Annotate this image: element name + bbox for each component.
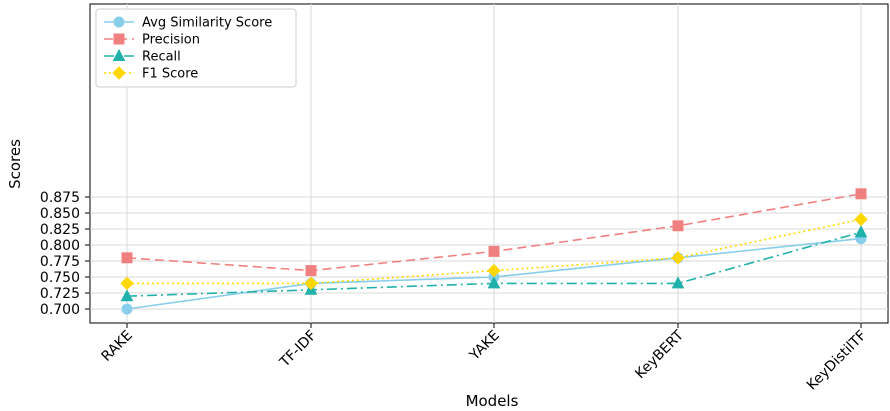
data-point xyxy=(671,276,685,289)
y-tick-label: 0.800 xyxy=(40,238,80,254)
data-point xyxy=(488,245,500,257)
x-tick-label: KeyBERT xyxy=(632,327,687,382)
data-point xyxy=(121,252,133,264)
data-point xyxy=(120,289,134,302)
legend-marker xyxy=(113,16,125,28)
legend-marker xyxy=(112,48,126,61)
y-tick-label: 0.875 xyxy=(40,190,80,206)
legend-marker xyxy=(113,33,125,45)
series-recall xyxy=(120,225,868,302)
series-f1-score xyxy=(120,212,868,291)
x-axis-label: Models xyxy=(466,392,519,410)
y-tick-label: 0.750 xyxy=(40,270,80,286)
data-point xyxy=(121,303,133,315)
data-point xyxy=(854,225,868,238)
legend-label: F1 Score xyxy=(142,67,198,82)
x-tick-label: YAKE xyxy=(466,328,503,365)
data-point xyxy=(304,276,318,291)
legend-label: Recall xyxy=(142,50,181,65)
legend-item: Avg Similarity Score xyxy=(104,16,272,31)
y-tick-label: 0.725 xyxy=(40,286,80,302)
data-point xyxy=(854,212,868,227)
y-tick-label: 0.700 xyxy=(40,302,80,318)
data-point xyxy=(305,265,317,277)
y-tick-label: 0.850 xyxy=(40,206,80,222)
legend-box xyxy=(95,8,297,88)
legend-item: Precision xyxy=(104,33,200,48)
legend-marker xyxy=(112,66,126,80)
legend-label: Precision xyxy=(142,33,200,48)
data-point xyxy=(487,276,501,289)
legend-item: Recall xyxy=(104,48,181,65)
y-axis-label: Scores xyxy=(6,139,24,189)
data-point xyxy=(855,188,867,200)
data-point xyxy=(487,263,501,278)
data-point xyxy=(672,220,684,232)
y-tick-label: 0.775 xyxy=(40,254,80,270)
legend: Avg Similarity Score Precision Recall F1 Sc… xyxy=(95,8,297,88)
series-precision xyxy=(121,188,867,277)
data-point xyxy=(671,251,685,265)
y-tick-label: 0.825 xyxy=(40,222,80,238)
x-tick-label: TF-IDF xyxy=(276,328,320,372)
x-tick-label: KeyDistilTF xyxy=(804,328,870,394)
legend-item: F1 Score xyxy=(104,66,198,82)
grid-layer xyxy=(90,4,888,323)
legend-label: Avg Similarity Score xyxy=(142,16,272,31)
series-layer xyxy=(120,188,868,315)
data-point xyxy=(120,276,134,291)
x-tick-label: RAKE xyxy=(99,328,136,365)
